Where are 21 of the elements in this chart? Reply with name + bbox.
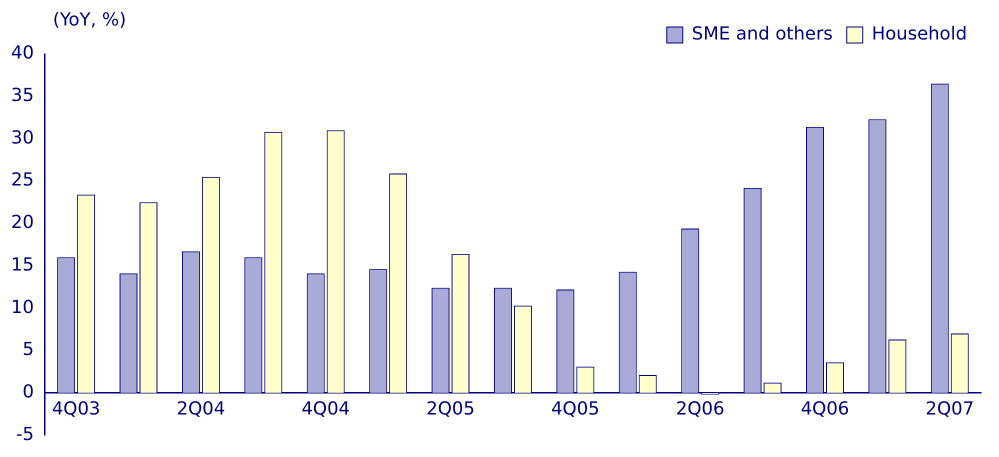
y-tick-label: 40 [11, 42, 34, 64]
x-tick-label: 2Q05 [426, 398, 475, 420]
y-tick-label: 0 [22, 382, 34, 403]
y-tick-label: 35 [11, 85, 34, 106]
y-tick-label: 15 [11, 254, 34, 276]
x-tick-label: 2Q04 [176, 398, 226, 420]
y-tick-label: 30 [11, 127, 34, 148]
x-tick-label: 4Q03 [52, 398, 100, 420]
legend-label: Household [872, 24, 968, 45]
legend-label: SME and others [692, 24, 833, 45]
y-tick-label: 25 [11, 170, 34, 191]
y-tick-label: -5 [16, 424, 34, 445]
x-tick-label: 2Q07 [926, 398, 974, 420]
y-tick-label: 10 [11, 296, 34, 318]
x-tick-label: 4Q05 [551, 398, 600, 420]
text: (YoY, %) [52, 10, 126, 31]
y-tick-label: 5 [22, 339, 34, 360]
y-tick-label: 20 [11, 212, 34, 234]
x-tick-label: 4Q04 [301, 398, 350, 420]
x-tick-label: 2Q06 [676, 398, 724, 420]
x-tick-label: 4Q06 [800, 398, 850, 420]
